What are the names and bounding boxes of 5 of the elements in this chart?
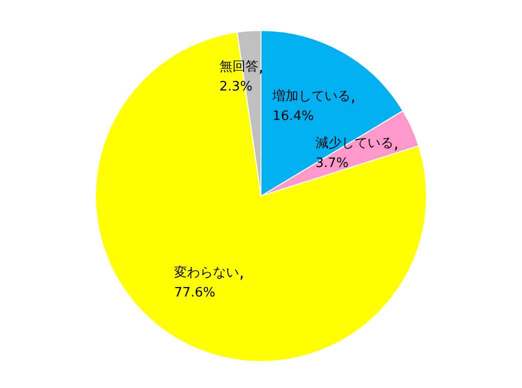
- data-label: 3.7%: [316, 156, 349, 172]
- slice-label: 変わらない: [174, 264, 240, 280]
- data-label: 77.6%: [174, 285, 216, 300]
- slice-label: 増加している: [272, 88, 351, 104]
- data-label: 16.4%: [272, 109, 314, 124]
